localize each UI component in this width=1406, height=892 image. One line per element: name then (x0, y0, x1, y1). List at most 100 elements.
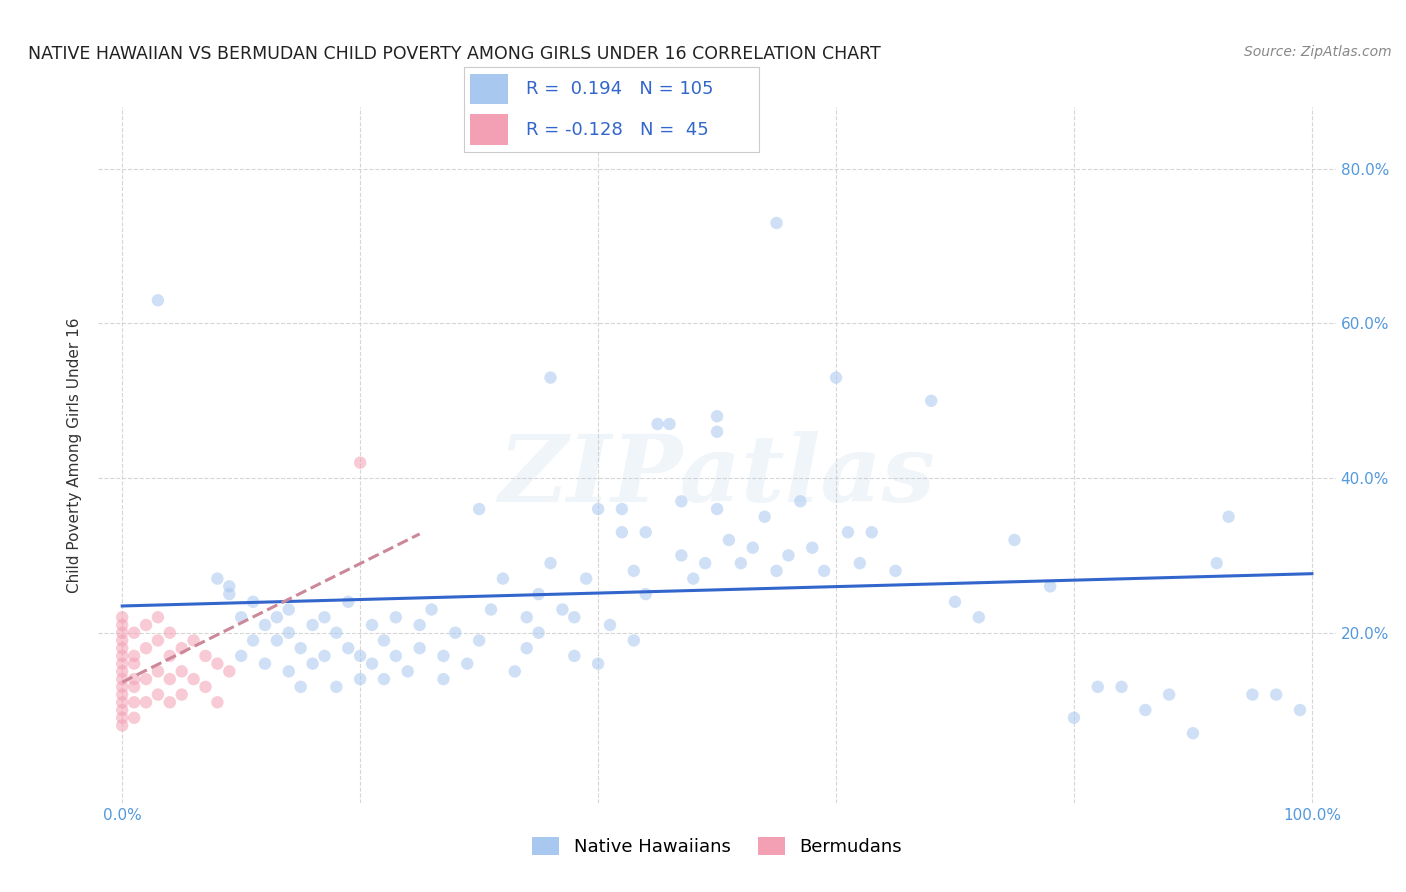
Point (527, 625, 550, 640)
Point (468, 633, 491, 648)
Point (1241, 688, 1264, 702)
Point (1289, 703, 1312, 717)
Point (349, 672, 371, 686)
Point (432, 672, 454, 686)
Point (420, 602, 443, 616)
Point (135, 695, 157, 709)
Point (849, 556, 872, 570)
Point (231, 610, 253, 624)
Point (111, 680, 134, 694)
Point (408, 641, 430, 656)
Point (122, 657, 145, 671)
Point (277, 625, 299, 640)
Point (396, 665, 419, 679)
Point (825, 370, 848, 384)
Point (527, 587, 550, 601)
Point (111, 695, 134, 709)
Point (361, 618, 384, 632)
Point (1004, 533, 1026, 547)
Point (242, 633, 264, 648)
Point (468, 502, 491, 516)
Point (540, 370, 562, 384)
Point (623, 633, 645, 648)
Point (194, 648, 217, 663)
Point (778, 549, 800, 563)
Point (253, 618, 276, 632)
Point (218, 579, 240, 593)
Legend: Native Hawaiians, Bermudans: Native Hawaiians, Bermudans (524, 830, 910, 863)
Point (122, 625, 145, 640)
Point (349, 648, 371, 663)
Point (1111, 680, 1133, 694)
Point (741, 541, 763, 555)
Point (325, 680, 347, 694)
Point (765, 564, 787, 578)
Point (1159, 688, 1181, 702)
Point (111, 657, 134, 671)
Point (1265, 688, 1288, 702)
Point (122, 680, 145, 694)
Point (967, 610, 990, 624)
Point (503, 665, 526, 679)
Text: NATIVE HAWAIIAN VS BERMUDAN CHILD POVERTY AMONG GIRLS UNDER 16 CORRELATION CHART: NATIVE HAWAIIAN VS BERMUDAN CHILD POVERT… (28, 45, 882, 62)
Point (706, 502, 728, 516)
Point (159, 648, 181, 663)
Point (1205, 556, 1227, 570)
Point (111, 665, 134, 679)
Point (183, 672, 205, 686)
Point (111, 672, 134, 686)
Text: Source: ZipAtlas.com: Source: ZipAtlas.com (1244, 45, 1392, 59)
Point (337, 641, 360, 656)
Text: R =  0.194   N = 105: R = 0.194 N = 105 (526, 80, 713, 98)
Point (111, 633, 134, 648)
Point (111, 641, 134, 656)
Point (111, 610, 134, 624)
Point (111, 711, 134, 725)
Point (1218, 509, 1240, 524)
Point (562, 610, 585, 624)
Point (325, 625, 347, 640)
FancyBboxPatch shape (470, 114, 509, 145)
Point (111, 703, 134, 717)
Point (634, 525, 657, 540)
Point (218, 587, 240, 601)
Y-axis label: Child Poverty Among Girls Under 16: Child Poverty Among Girls Under 16 (67, 318, 83, 592)
Point (146, 293, 169, 308)
Point (170, 641, 193, 656)
Point (111, 625, 134, 640)
Point (456, 657, 478, 671)
Point (170, 688, 193, 702)
Point (1039, 579, 1062, 593)
Point (385, 648, 408, 663)
Point (183, 633, 205, 648)
Point (314, 648, 336, 663)
Point (266, 633, 288, 648)
Point (277, 665, 299, 679)
Point (943, 595, 966, 609)
Text: R = -0.128   N =  45: R = -0.128 N = 45 (526, 120, 709, 138)
Point (122, 711, 145, 725)
Point (551, 602, 574, 616)
Point (218, 665, 240, 679)
Point (266, 610, 288, 624)
Point (682, 572, 704, 586)
Point (135, 641, 157, 656)
Point (361, 657, 384, 671)
Point (754, 509, 776, 524)
Point (111, 618, 134, 632)
Point (314, 610, 336, 624)
Point (111, 688, 134, 702)
Point (135, 618, 157, 632)
Point (146, 633, 169, 648)
Point (837, 525, 859, 540)
Point (884, 564, 907, 578)
Point (1181, 726, 1204, 740)
Point (122, 648, 145, 663)
Point (290, 641, 312, 656)
Point (562, 648, 585, 663)
Point (540, 556, 562, 570)
Point (765, 216, 787, 230)
Point (337, 595, 360, 609)
Point (586, 657, 609, 671)
Point (860, 525, 883, 540)
